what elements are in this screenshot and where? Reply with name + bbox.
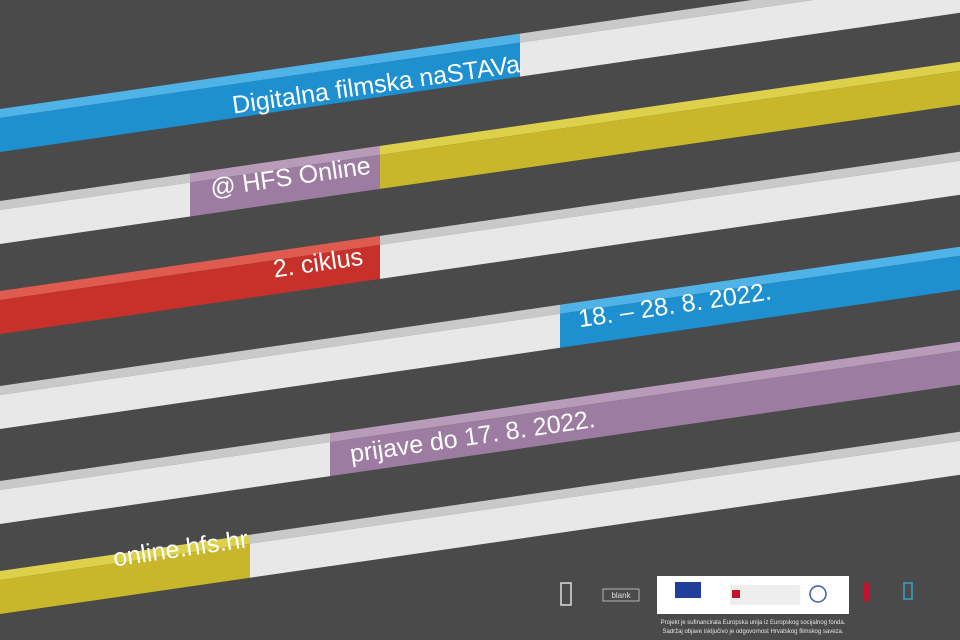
logo-hfs xyxy=(560,582,572,606)
stripe-top xyxy=(0,534,250,580)
esf-logo xyxy=(809,585,827,603)
stripe-top xyxy=(380,61,960,155)
stripe xyxy=(190,154,380,217)
stripe-top xyxy=(0,235,380,300)
stripe-top xyxy=(380,151,960,245)
stripe xyxy=(0,42,520,152)
stripe xyxy=(0,244,380,334)
stripe xyxy=(560,255,960,348)
stripe xyxy=(520,0,960,77)
footer-note: Projekt je sufinancirala Europska unija … xyxy=(661,620,846,626)
stripe-top xyxy=(520,0,814,43)
stripe-top xyxy=(330,341,960,443)
stripe-top xyxy=(250,431,960,544)
stripe-top xyxy=(0,173,190,210)
stripe xyxy=(0,313,560,429)
stripe-top xyxy=(0,33,520,118)
stripes xyxy=(0,0,960,614)
stripe xyxy=(0,182,190,244)
stripe xyxy=(0,543,250,614)
stripe xyxy=(380,160,960,279)
stripe xyxy=(380,70,960,189)
stripe xyxy=(0,442,330,524)
eu-flag xyxy=(675,582,701,598)
stripe-top xyxy=(190,145,380,183)
stripe-top xyxy=(0,304,560,395)
ministry-logo xyxy=(903,582,913,600)
hr-logo xyxy=(864,583,870,601)
esif-mark xyxy=(732,590,740,598)
logo-blank xyxy=(602,588,640,602)
logo-text: blank xyxy=(611,591,631,600)
footer-note: Sadržaj objave isključivo je odgovornost… xyxy=(662,629,843,635)
stripe-top xyxy=(560,246,960,314)
esif-logo xyxy=(730,585,800,605)
stripe-top xyxy=(0,433,330,490)
logos: blank Projekt je sufinancirala Europska … xyxy=(560,576,913,635)
stripe xyxy=(250,440,960,578)
stripe xyxy=(330,350,960,477)
